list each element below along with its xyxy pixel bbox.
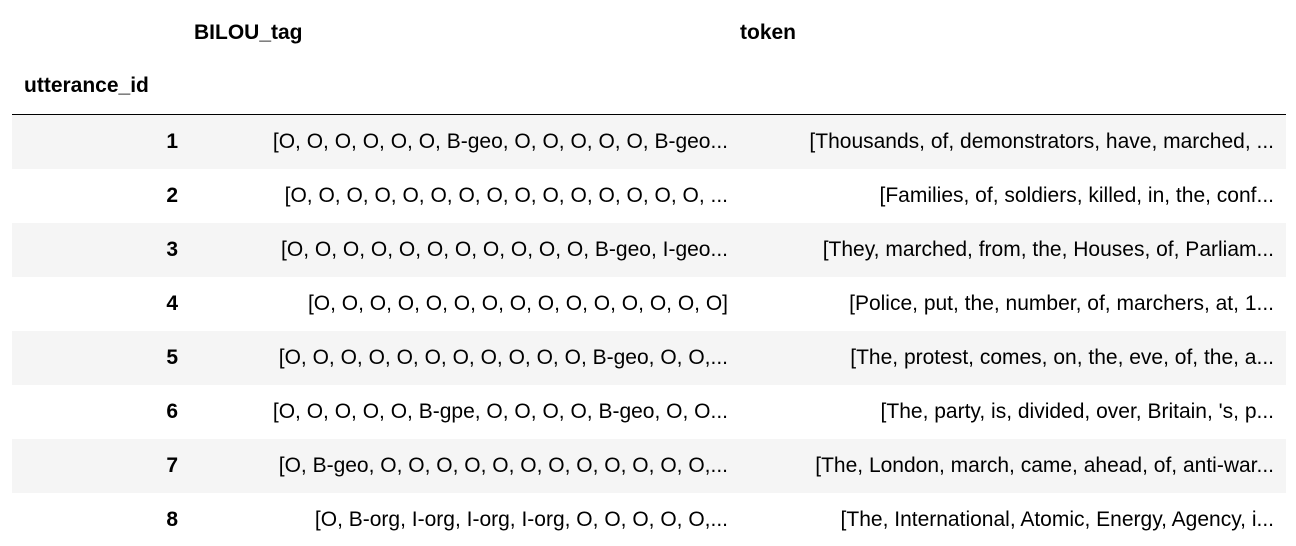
- table-row: 2 [O, O, O, O, O, O, O, O, O, O, O, O, O…: [12, 169, 1286, 223]
- token-cell: [The, protest, comes, on, the, eve, of, …: [850, 346, 1274, 369]
- table-row: 6 [O, O, O, O, O, B-gpe, O, O, O, O, B-g…: [12, 385, 1286, 439]
- dataframe-table: BILOU_tag token utterance_id 1 [O, O, O,…: [12, 8, 1286, 546]
- token-cell: [They, marched, from, the, Houses, of, P…: [822, 238, 1274, 261]
- bilou-tag-cell: [O, O, O, O, O, O, O, O, O, O, O, O, O, …: [284, 184, 728, 207]
- index-name-header: utterance_id: [12, 58, 180, 115]
- index-header-blank: [180, 58, 740, 115]
- token-cell: [Families, of, soldiers, killed, in, the…: [879, 184, 1275, 207]
- column-header-token: token: [740, 21, 797, 44]
- bilou-tag-cell: [O, O, O, O, O, O, O, O, O, O, O, O, O, …: [307, 292, 728, 315]
- table-row: 7 [O, B-geo, O, O, O, O, O, O, O, O, O, …: [12, 439, 1286, 493]
- token-cell: [Police, put, the, number, of, marchers,…: [849, 292, 1274, 315]
- row-index: 1: [166, 130, 178, 153]
- bilou-tag-cell: [O, O, O, O, O, O, B-geo, O, O, O, O, O,…: [272, 130, 728, 153]
- token-cell: [The, International, Atomic, Energy, Age…: [840, 508, 1274, 531]
- table-row: 4 [O, O, O, O, O, O, O, O, O, O, O, O, O…: [12, 277, 1286, 331]
- row-index: 3: [166, 238, 178, 261]
- table-row: 5 [O, O, O, O, O, O, O, O, O, O, O, B-ge…: [12, 331, 1286, 385]
- column-header-bilou-tag: BILOU_tag: [194, 21, 303, 44]
- row-index: 7: [166, 454, 178, 477]
- token-cell: [The, London, march, came, ahead, of, an…: [815, 454, 1274, 477]
- table-row: 8 [O, B-org, I-org, I-org, I-org, O, O, …: [12, 493, 1286, 546]
- row-index: 6: [166, 400, 178, 423]
- table-row: 3 [O, O, O, O, O, O, O, O, O, O, O, B-ge…: [12, 223, 1286, 277]
- row-index: 4: [166, 292, 178, 315]
- bilou-tag-cell: [O, O, O, O, O, O, O, O, O, O, O, B-geo,…: [281, 238, 728, 261]
- token-cell: [The, party, is, divided, over, Britain,…: [880, 400, 1274, 423]
- bilou-tag-cell: [O, B-geo, O, O, O, O, O, O, O, O, O, O,…: [278, 454, 728, 477]
- header-corner-blank: [12, 8, 180, 58]
- bilou-tag-cell: [O, O, O, O, O, O, O, O, O, O, O, B-geo,…: [278, 346, 728, 369]
- row-index: 2: [166, 184, 178, 207]
- index-header-row: utterance_id: [12, 58, 1286, 115]
- row-index: 5: [166, 346, 178, 369]
- column-header-row: BILOU_tag token: [12, 8, 1286, 58]
- row-index: 8: [166, 508, 178, 531]
- table-row: 1 [O, O, O, O, O, O, B-geo, O, O, O, O, …: [12, 114, 1286, 169]
- bilou-tag-cell: [O, B-org, I-org, I-org, I-org, O, O, O,…: [314, 508, 728, 531]
- token-cell: [Thousands, of, demonstrators, have, mar…: [809, 130, 1274, 153]
- bilou-tag-cell: [O, O, O, O, O, B-gpe, O, O, O, O, B-geo…: [272, 400, 728, 423]
- index-header-blank: [740, 58, 1286, 115]
